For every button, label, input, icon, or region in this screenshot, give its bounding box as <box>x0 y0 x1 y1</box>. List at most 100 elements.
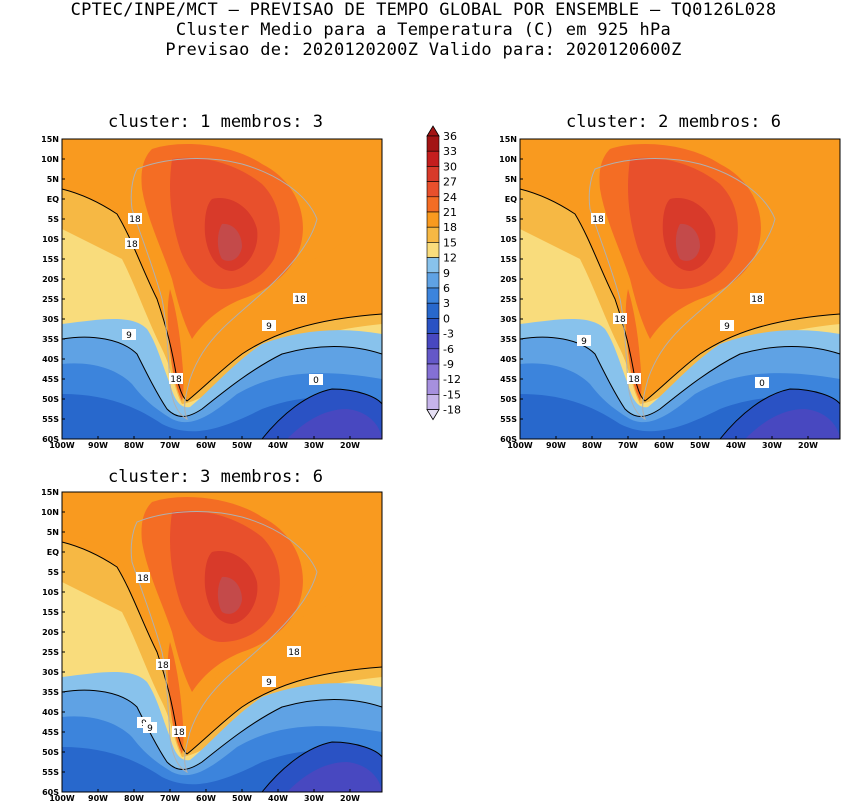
contour-label: 18 <box>137 574 149 584</box>
contour-label: 9 <box>126 331 132 341</box>
contour-label-bg <box>750 293 764 304</box>
contour-label: 0 <box>759 379 765 389</box>
lon-tick-label: 70W <box>160 441 180 450</box>
lat-tick-label: 50S <box>42 395 59 404</box>
colorbar-label: -9 <box>443 358 454 371</box>
contour-label-bg <box>128 213 142 224</box>
contour-label-bg <box>136 572 150 583</box>
panel-3-title: cluster: 3 membros: 6 <box>108 467 323 487</box>
lon-tick-label: 60W <box>654 441 674 450</box>
contour-label: 18 <box>157 661 169 671</box>
map-panel-1 <box>61 138 383 440</box>
lat-tick-label: 50S <box>42 748 59 757</box>
lon-tick-label: 80W <box>124 794 144 803</box>
lat-tick-label: 20S <box>42 275 59 284</box>
lat-tick-label: 10S <box>42 588 59 597</box>
figure-header: CPTEC/INPE/MCT – PREVISAO DE TEMPO GLOBA… <box>0 0 847 60</box>
colorbar-swatch <box>426 394 440 410</box>
lon-tick-label: 50W <box>232 441 252 450</box>
contour-label-bg <box>755 377 769 388</box>
colorbar-swatch <box>426 333 440 350</box>
lat-tick-label: 5S <box>506 215 518 224</box>
contour-label: 9 <box>724 322 730 332</box>
colorbar-label: -6 <box>443 343 454 356</box>
lon-tick-label: 40W <box>268 441 288 450</box>
colorbar-swatch <box>426 211 440 228</box>
header-dates: Previsao de: 2020120200Z Valido para: 20… <box>165 40 682 60</box>
lat-tick-label: 55S <box>42 415 59 424</box>
lat-tick-label: 5N <box>47 175 59 184</box>
lat-tick-label: 60S <box>500 435 517 444</box>
colorbar-label: 33 <box>443 145 457 158</box>
contour-label: 18 <box>614 315 626 325</box>
header-title: CPTEC/INPE/MCT – PREVISAO DE TEMPO GLOBA… <box>70 0 777 20</box>
lat-tick-label: 5S <box>48 568 60 577</box>
lat-tick-label: 15N <box>41 488 59 497</box>
colorbar-label: -3 <box>443 328 454 341</box>
lat-tick-label: 25S <box>42 648 59 657</box>
contour-label: 18 <box>294 295 306 305</box>
contour-label-bg <box>720 320 734 331</box>
lat-tick-label: EQ <box>47 548 59 557</box>
colorbar-swatch <box>426 257 440 274</box>
contour-label-bg <box>172 726 186 737</box>
colorbar-swatch <box>426 272 440 289</box>
lon-tick-label: 30W <box>304 794 324 803</box>
colorbar-label: 15 <box>443 236 457 249</box>
lon-tick-label: 70W <box>160 794 180 803</box>
colorbar-swatch <box>426 318 440 334</box>
panel-2-title: cluster: 2 membros: 6 <box>566 112 781 132</box>
contour-label-bg <box>143 722 157 733</box>
lat-tick-label: 30S <box>42 315 59 324</box>
contour-label: 18 <box>751 295 763 305</box>
contour-label-bg <box>293 293 307 304</box>
contour-label-bg <box>125 238 139 249</box>
colorbar-label: 27 <box>443 176 457 189</box>
contour-label-bg <box>613 313 627 324</box>
lat-tick-label: 20S <box>42 628 59 637</box>
contour-label-bg <box>309 374 323 385</box>
colorbar-bottom-arrow <box>426 409 440 421</box>
lat-tick-label: EQ <box>47 195 59 204</box>
colorbar-label: 9 <box>443 267 450 280</box>
lon-tick-label: 90W <box>88 441 108 450</box>
colorbar-swatch <box>426 287 440 304</box>
lat-tick-label: 35S <box>42 335 59 344</box>
lon-tick-label: 100W <box>49 794 75 803</box>
lat-tick-label: 15S <box>42 255 59 264</box>
contour-label-bg <box>122 329 136 340</box>
colorbar-top-arrow <box>426 125 440 137</box>
colorbar-swatch <box>426 196 440 213</box>
contour-label-bg <box>262 676 276 687</box>
lat-tick-label: 55S <box>500 415 517 424</box>
lat-tick-label: 5S <box>48 215 60 224</box>
lat-tick-label: 30S <box>42 668 59 677</box>
lon-tick-label: 40W <box>726 441 746 450</box>
lat-tick-label: 60S <box>42 788 59 797</box>
colorbar-swatch <box>426 150 440 167</box>
lat-tick-label: 15S <box>42 608 59 617</box>
lon-tick-label: 50W <box>232 794 252 803</box>
colorbar-swatch <box>426 166 440 182</box>
colorbar-label: 12 <box>443 252 457 265</box>
colorbar-label: -15 <box>443 388 461 401</box>
contour-label: 9 <box>581 337 587 347</box>
contour-label: 18 <box>126 240 138 250</box>
lat-tick-label: 5N <box>505 175 517 184</box>
contour-label: 18 <box>129 215 141 225</box>
colorbar-label: -12 <box>443 373 461 386</box>
axis-labels: 15N10N5NEQ5S10S15S20S25S30S35S40S45S50S5… <box>41 135 818 803</box>
lat-tick-label: 30S <box>500 315 517 324</box>
lat-tick-label: 5N <box>47 528 59 537</box>
contour-label-bg <box>627 373 641 384</box>
colorbar-swatch <box>426 181 440 198</box>
lat-tick-label: 45S <box>42 375 59 384</box>
lat-tick-label: 35S <box>500 335 517 344</box>
lat-tick-label: EQ <box>505 195 517 204</box>
lat-tick-label: 25S <box>42 295 59 304</box>
lon-tick-label: 50W <box>690 441 710 450</box>
colorbar-swatch <box>426 302 440 319</box>
lon-tick-label: 90W <box>546 441 566 450</box>
map-panel-2 <box>519 138 841 440</box>
